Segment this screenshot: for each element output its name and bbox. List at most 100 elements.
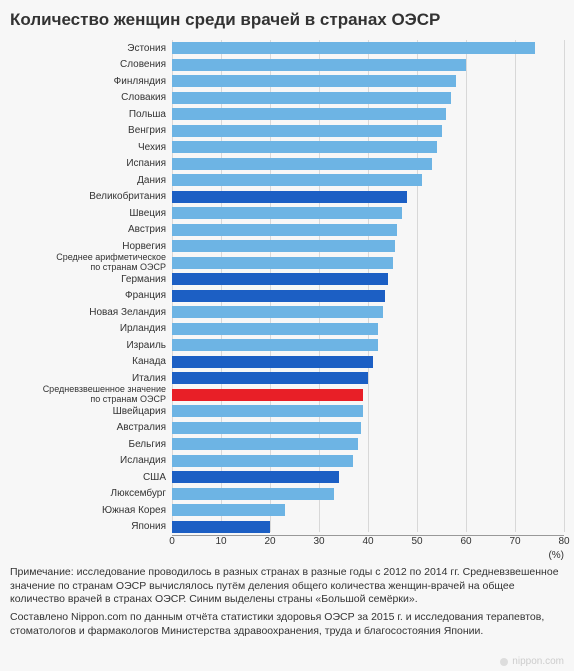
bar [172,422,361,434]
bar [172,158,432,170]
bar-track [172,471,564,483]
bar [172,438,358,450]
bar-row: Ирландия [10,321,564,337]
bar-label: Венгрия [10,125,172,136]
bar [172,372,368,384]
bar-row: Израиль [10,337,564,353]
bar-row: Исландия [10,453,564,469]
bar [172,455,353,467]
bar-track [172,339,564,351]
bar-row: Великобритания [10,189,564,205]
bar-row: Бельгия [10,436,564,452]
bar-label: Эстония [10,43,172,54]
x-ticks: 01020304050607080 [172,536,564,550]
bar-row: Венгрия [10,123,564,139]
bar-track [172,306,564,318]
bar-track [172,59,564,71]
x-tick: 10 [215,536,226,547]
x-axis: 01020304050607080 (%) [172,535,564,563]
bar-label: Великобритания [10,191,172,202]
bar-track [172,356,564,368]
bar-track [172,521,564,533]
chart-title: Количество женщин среди врачей в странах… [10,10,564,30]
bar-track [172,224,564,236]
bar-row: Франция [10,288,564,304]
bar [172,224,397,236]
bar-track [172,158,564,170]
bar-track [172,438,564,450]
note-paragraph: Составлено Nippon.com по данным отчёта с… [10,611,564,638]
bar-row: Новая Зеландия [10,304,564,320]
bar-label: Среднее арифметическоепо странам ОЭСР [10,253,172,272]
bar-track [172,240,564,252]
bar-track [172,405,564,417]
bar [172,488,334,500]
bar-track [172,207,564,219]
bar-label: Франция [10,290,172,301]
bar-row: Люксембург [10,486,564,502]
bar-row: Австралия [10,420,564,436]
x-tick: 70 [509,536,520,547]
bar-label: Чехия [10,142,172,153]
bar-track [172,141,564,153]
chart-area: ЭстонияСловенияФинляндияСловакияПольшаВе… [10,40,564,560]
watermark: nippon.com [500,656,564,667]
watermark-icon [500,658,508,666]
x-tick: 50 [411,536,422,547]
bar-label: Япония [10,521,172,532]
bar-row: Австрия [10,222,564,238]
notes: Примечание: исследование проводилось в р… [10,566,564,638]
bar-label: Швейцария [10,406,172,417]
bar-track [172,273,564,285]
bar-label: Южная Корея [10,505,172,516]
bar-track [172,389,564,401]
bar-label: Ирландия [10,323,172,334]
bar-label: Австралия [10,422,172,433]
bar-row: Словакия [10,90,564,106]
x-tick: 60 [460,536,471,547]
bar-label: Норвегия [10,241,172,252]
bar-track [172,174,564,186]
bar-row: Канада [10,354,564,370]
bar [172,273,388,285]
bar-track [172,455,564,467]
watermark-text: nippon.com [512,656,564,667]
bar [172,240,395,252]
x-tick: 80 [558,536,569,547]
bar-label: Исландия [10,455,172,466]
bar [172,125,442,137]
bar-label: Италия [10,373,172,384]
bar-track [172,290,564,302]
bar-label: Новая Зеландия [10,307,172,318]
bar-row: Средневзвешенное значениепо странам ОЭСР [10,387,564,403]
x-tick: 0 [169,536,175,547]
bar-row: Германия [10,271,564,287]
bar-label: Бельгия [10,439,172,450]
bar-row: Швейцария [10,403,564,419]
chart-container: Количество женщин среди врачей в странах… [0,0,574,671]
bar-row: Япония [10,519,564,535]
bar-track [172,323,564,335]
bar-row: Среднее арифметическоепо странам ОЭСР [10,255,564,271]
bar [172,306,383,318]
bar-row: США [10,469,564,485]
bar-label: Германия [10,274,172,285]
bar [172,290,385,302]
bar [172,141,437,153]
bar [172,42,535,54]
chart-rows: ЭстонияСловенияФинляндияСловакияПольшаВе… [10,40,564,535]
bar-label: Испания [10,158,172,169]
bar-row: Словения [10,57,564,73]
bar-row: Испания [10,156,564,172]
bar-track [172,257,564,269]
bar [172,108,446,120]
bar-label: США [10,472,172,483]
bar-label: Финляндия [10,76,172,87]
bar-label: Австрия [10,224,172,235]
bar-track [172,191,564,203]
bar-label: Словакия [10,92,172,103]
bar-track [172,372,564,384]
bar-label: Израиль [10,340,172,351]
bar [172,356,373,368]
x-tick: 30 [313,536,324,547]
